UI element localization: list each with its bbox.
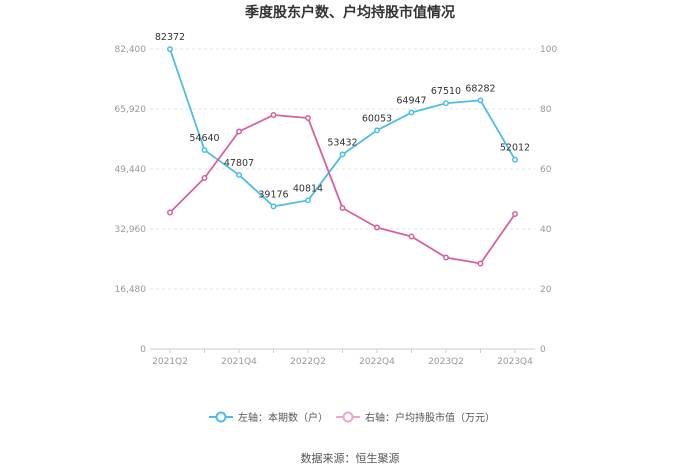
left-tick-label: 0 [140,345,146,355]
data-label: 54640 [189,133,219,144]
data-label: 82372 [155,32,185,43]
x-tick-label: 2022Q4 [359,357,395,367]
data-point[interactable] [201,175,208,181]
right-tick-label: 0 [540,345,546,355]
data-point[interactable] [305,115,311,121]
series-layer [167,46,518,267]
data-point[interactable] [167,46,173,53]
x-tick-label: 2021Q2 [152,357,188,367]
grid [150,48,535,290]
right-tick-label: 60 [540,165,552,175]
x-tick-label: 2023Q4 [497,357,533,367]
x-tick-label: 2022Q2 [290,357,326,367]
data-point[interactable] [236,128,242,135]
x-tick-label: 2021Q4 [221,357,257,367]
x-axis: 2021Q2 2021Q4 2022Q2 2022Q4 2023Q2 2023Q4 [152,349,533,367]
data-point[interactable] [512,156,518,163]
x-tick-label: 2023Q2 [428,357,464,367]
data-point[interactable] [374,127,380,134]
data-point[interactable] [339,205,346,211]
data-label: 64947 [396,96,426,107]
series-line-0 [169,48,516,208]
data-point[interactable] [443,254,449,261]
data-point[interactable] [408,233,415,240]
legend-marker-avg-value [342,411,354,423]
data-point[interactable] [339,151,346,158]
data-point[interactable] [512,211,518,217]
legend-label-avg-value: 右轴：户均持股市值（万元） [365,411,495,424]
data-label: 68282 [465,83,495,94]
legend-item-households[interactable]: 左轴：本期数（户） [209,411,328,424]
data-point[interactable] [408,109,415,116]
data-label: 60053 [362,113,392,124]
data-label: 47807 [224,158,254,169]
data-label: 40814 [293,183,323,194]
legend-item-avg-value[interactable]: 右轴：户均持股市值（万元） [336,411,495,424]
data-label: 67510 [431,86,461,97]
data-point[interactable] [201,147,208,154]
left-tick-label: 32,960 [115,225,147,235]
data-point[interactable] [443,100,449,107]
data-point[interactable] [477,260,484,267]
right-tick-label: 100 [540,45,557,55]
data-point[interactable] [305,197,311,204]
right-tick-label: 80 [540,105,552,115]
data-labels: 82372 54640 47807 39176 40814 53432 60053 64947… [155,32,530,200]
data-point[interactable] [374,224,380,231]
legend-label-households: 左轴：本期数（户） [238,411,328,424]
legend-marker-households [215,411,227,423]
chart-title: 季度股东户数、户均持股市值情况 [244,4,455,21]
data-point[interactable] [477,97,484,104]
right-axis: 0 20 40 60 80 100 [540,45,557,355]
data-point[interactable] [270,203,277,210]
data-label: 53432 [327,137,357,148]
legend: 左轴：本期数（户） 右轴：户均持股市值（万元） [209,411,495,424]
data-label: 52012 [500,143,530,154]
left-tick-label: 49,440 [115,165,147,175]
data-point[interactable] [236,171,242,178]
right-tick-label: 20 [540,285,552,295]
left-axis: 0 16,480 32,960 49,440 65,920 82,400 [115,45,147,355]
source-text: 数据来源：恒生聚源 [301,451,400,465]
data-point[interactable] [270,112,277,118]
left-tick-label: 65,920 [115,105,147,115]
left-tick-label: 16,480 [115,285,147,295]
left-tick-label: 82,400 [115,45,147,55]
data-point[interactable] [167,209,173,216]
data-label: 39176 [258,189,288,200]
right-tick-label: 40 [540,225,552,235]
